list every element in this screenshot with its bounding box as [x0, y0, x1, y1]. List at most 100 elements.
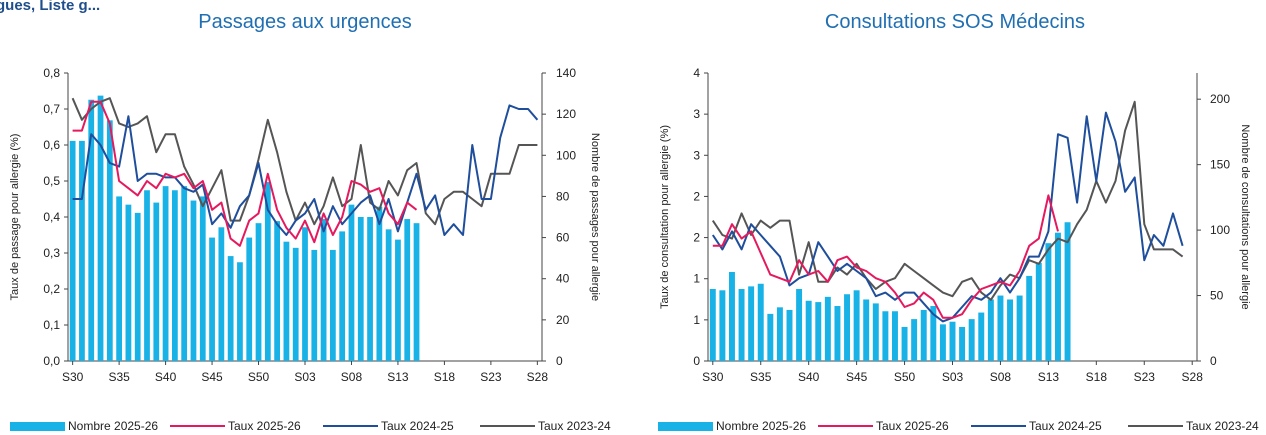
- y-tick-label: 0,2: [43, 282, 60, 296]
- bar: [292, 247, 299, 361]
- bar: [172, 190, 178, 361]
- y-tick-label: 0,7: [43, 102, 60, 116]
- series-line-taux-2024-25: [72, 104, 539, 236]
- y-tick-label: 4: [693, 66, 700, 80]
- bar: [901, 326, 908, 361]
- bar: [853, 290, 860, 361]
- bar: [255, 223, 262, 361]
- bar: [1045, 243, 1052, 361]
- y2-tick-label: 150: [1210, 158, 1230, 172]
- y2-tick-label: 40: [556, 272, 570, 286]
- bar: [395, 239, 401, 361]
- bar: [815, 302, 822, 361]
- y2-tick-label: 20: [556, 313, 570, 327]
- x-tick-label: S30: [62, 370, 84, 384]
- x-tick-label: S03: [942, 370, 964, 384]
- bar: [719, 290, 726, 361]
- x-tick-label: S23: [1134, 370, 1156, 384]
- bar: [949, 321, 956, 361]
- bar: [930, 306, 937, 361]
- bar: [264, 182, 271, 361]
- header-fragment: gues, Liste g...: [0, 0, 100, 14]
- y2-tick-label: 120: [556, 107, 576, 121]
- bar: [79, 140, 85, 361]
- bar: [1016, 295, 1023, 361]
- legend-label: Taux 2023-24: [1186, 419, 1259, 433]
- legend-label: Taux 2024-25: [381, 419, 454, 433]
- bar: [348, 204, 355, 361]
- bar: [125, 204, 132, 361]
- bar: [728, 271, 735, 361]
- bar: [153, 202, 160, 361]
- y-tick-label: 0,5: [43, 174, 60, 188]
- y-tick-label: 3: [693, 148, 700, 162]
- x-tick-label: S28: [1182, 370, 1204, 384]
- y2-tick-label: 100: [556, 148, 576, 162]
- x-tick-label: S45: [846, 370, 868, 384]
- bar: [891, 311, 898, 361]
- bar: [69, 140, 76, 361]
- y2-tick-label: 80: [556, 189, 570, 203]
- bar: [911, 319, 918, 361]
- y2-tick-label: 0: [556, 354, 563, 368]
- bar: [968, 319, 975, 361]
- bar: [320, 219, 327, 361]
- x-tick-label: S23: [480, 370, 502, 384]
- bar: [274, 221, 280, 361]
- x-tick-label: S35: [750, 370, 772, 384]
- x-tick-label: S08: [990, 370, 1012, 384]
- y2-axis-label: Nombre de passages pour allergie: [589, 133, 601, 301]
- y2-tick-label: 100: [1210, 223, 1230, 237]
- bar: [805, 300, 812, 361]
- bar: [844, 294, 851, 361]
- bar: [97, 95, 104, 361]
- series-line-taux-2023-24: [711, 100, 1184, 301]
- y-tick-label: 2: [693, 189, 700, 203]
- y-tick-label: 1: [693, 272, 700, 286]
- chart-title: Passages aux urgences: [198, 11, 411, 33]
- bar: [1064, 222, 1071, 361]
- bar: [209, 237, 215, 361]
- bar: [834, 306, 841, 361]
- y2-tick-label: 60: [556, 231, 570, 245]
- bar: [824, 296, 831, 361]
- bar: [218, 227, 225, 361]
- y-tick-label: 0,0: [43, 354, 60, 368]
- x-tick-label: S40: [798, 370, 820, 384]
- x-tick-label: S13: [1038, 370, 1060, 384]
- chart-title: Consultations SOS Médecins: [825, 11, 1085, 33]
- legend-label: Taux 2023-24: [538, 419, 611, 433]
- legend-swatch-bar: [658, 422, 713, 431]
- bar: [367, 217, 373, 361]
- bar: [330, 249, 336, 361]
- bar: [1035, 262, 1042, 361]
- chart-passages-urgences: Passages aux urgences 0,0 0,1 0,2 0,3 0,4 0,5…: [9, 11, 601, 384]
- bar: [757, 283, 764, 361]
- bar: [786, 309, 793, 361]
- y-tick-label: 2: [693, 231, 700, 245]
- legend-label: Taux 2025-26: [876, 419, 949, 433]
- legend-label: Nombre 2025-26: [716, 419, 806, 433]
- bar: [978, 312, 985, 361]
- legend-swatch-bar: [10, 422, 65, 431]
- y2-tick-label: 200: [1210, 92, 1230, 106]
- bar: [144, 190, 150, 361]
- bar: [116, 196, 122, 361]
- bar: [302, 227, 308, 361]
- bar: [939, 324, 946, 361]
- bar: [283, 241, 290, 361]
- y-tick-label: 1: [693, 313, 700, 327]
- bar: [237, 262, 243, 361]
- bar: [404, 219, 411, 361]
- y-tick-label: 3: [693, 107, 700, 121]
- bar: [88, 99, 95, 361]
- bar: [796, 289, 803, 361]
- y-tick-label: 0: [693, 354, 700, 368]
- bar: [959, 326, 966, 361]
- x-tick-label: S50: [894, 370, 916, 384]
- series-line-taux-2023-24: [71, 97, 538, 226]
- x-tick-label: S35: [108, 370, 130, 384]
- bar: [1026, 275, 1033, 361]
- bar: [863, 299, 870, 361]
